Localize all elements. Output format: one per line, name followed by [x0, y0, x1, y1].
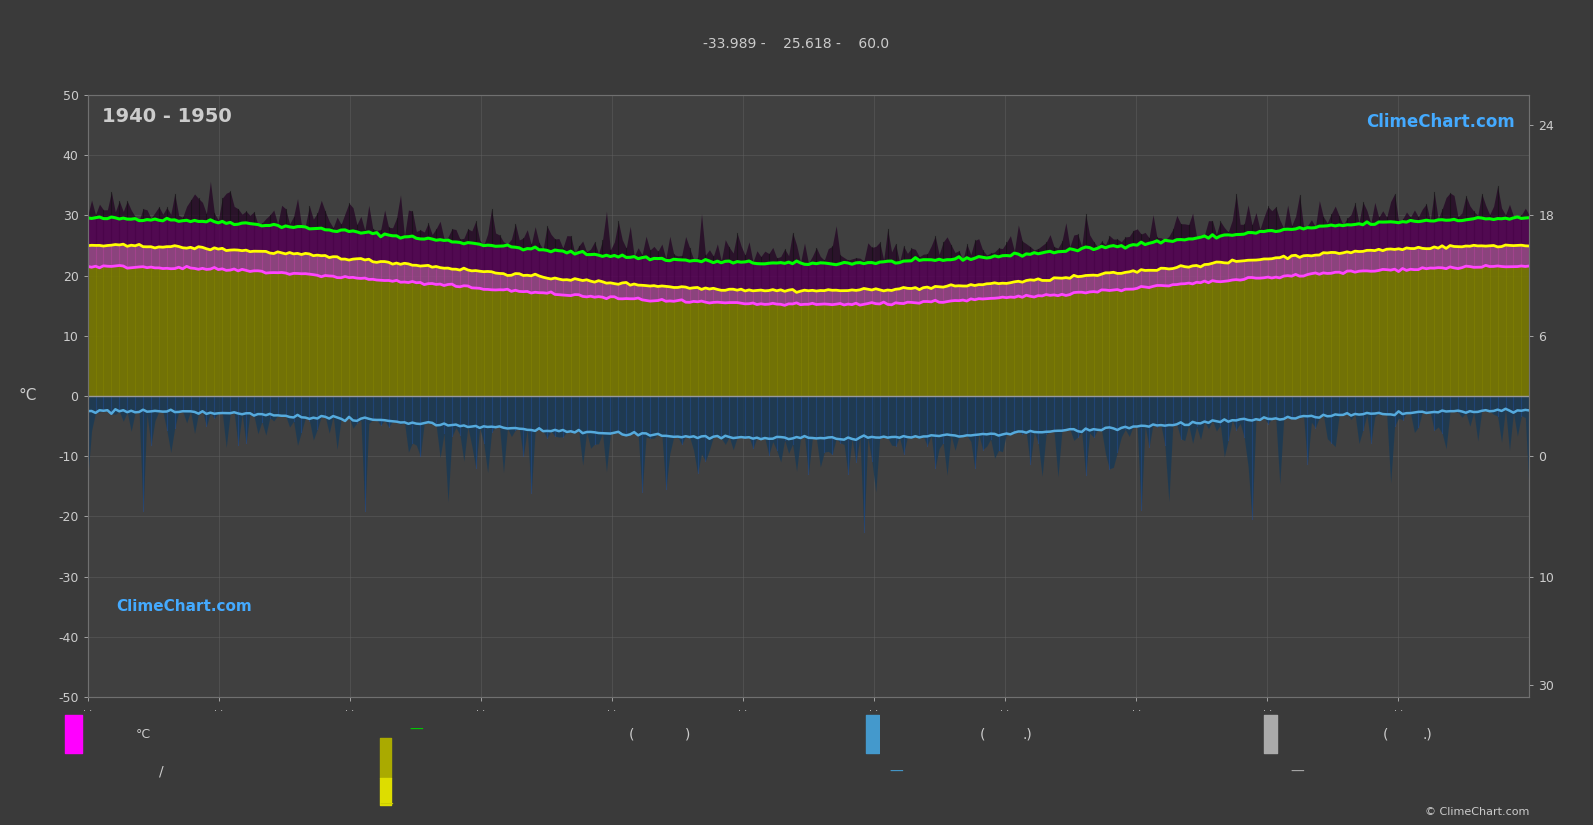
Text: (: (	[1383, 728, 1388, 741]
Text: .): .)	[1423, 728, 1432, 741]
Text: ClimeChart.com: ClimeChart.com	[1367, 113, 1515, 131]
Text: °C: °C	[19, 389, 37, 403]
Text: 1940 - 1950: 1940 - 1950	[102, 107, 233, 126]
Text: /: /	[159, 765, 164, 778]
Text: ClimeChart.com: ClimeChart.com	[116, 599, 252, 615]
Text: © ClimeChart.com: © ClimeChart.com	[1424, 807, 1529, 817]
Text: °C: °C	[135, 728, 150, 741]
Text: ): )	[685, 728, 690, 741]
Text: (: (	[980, 728, 984, 741]
Text: —: —	[1290, 765, 1305, 778]
Text: .): .)	[1023, 728, 1032, 741]
Text: —: —	[889, 765, 903, 778]
Text: -33.989 -    25.618 -    60.0: -33.989 - 25.618 - 60.0	[704, 37, 889, 51]
Text: —: —	[379, 798, 393, 811]
Text: (: (	[629, 728, 634, 741]
Text: —: —	[409, 724, 424, 737]
